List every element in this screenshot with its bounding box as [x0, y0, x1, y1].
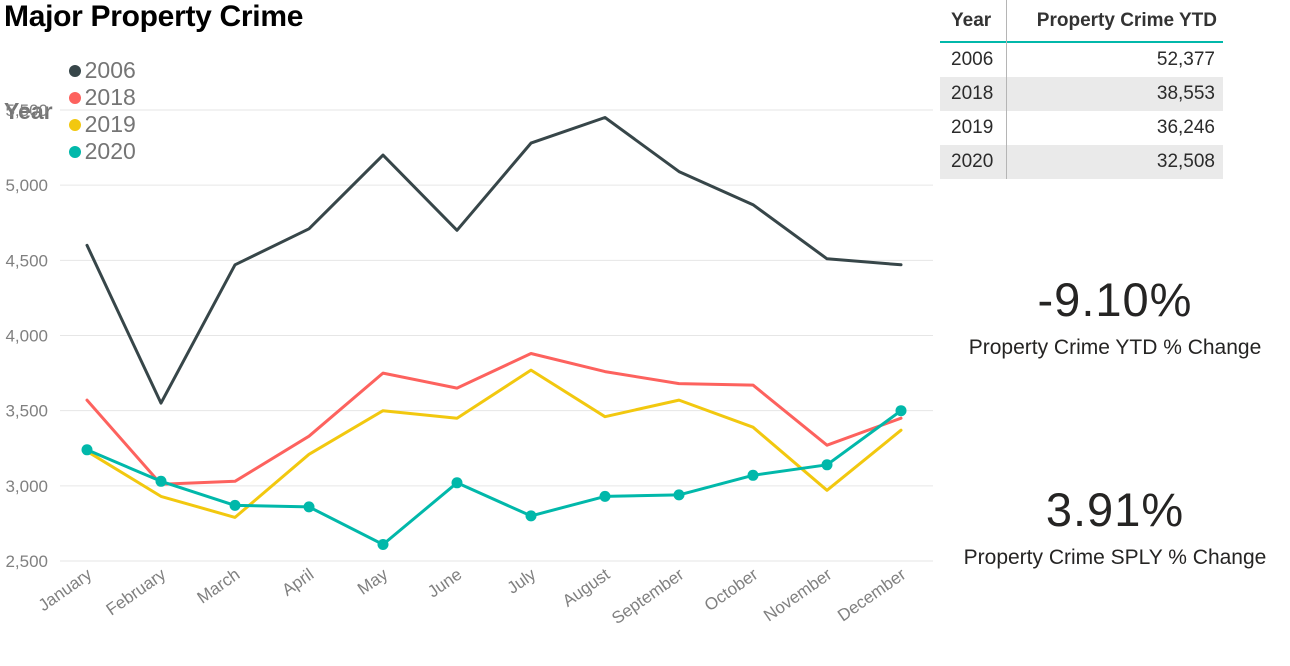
series-line-2006[interactable] — [85, 116, 903, 405]
x-axis-label-august: August — [559, 565, 613, 611]
y-axis-label: 3,500 — [5, 402, 48, 421]
x-axis-label-february: February — [103, 564, 170, 619]
x-axis-label-january: January — [35, 564, 96, 615]
legend-dot-2006 — [68, 64, 81, 77]
x-axis-label-april: April — [279, 565, 318, 600]
kpi-sply-change-label: Property Crime SPLY % Change — [963, 546, 1267, 569]
table-cell-ytd: 36,246 — [1156, 117, 1215, 138]
x-axis-label-may: May — [354, 564, 392, 598]
data-point-2020-december[interactable] — [895, 405, 907, 417]
x-axis-label-november: November — [760, 565, 835, 626]
table-header-row: Year Property Crime YTD — [940, 0, 1223, 41]
series-line-2019[interactable] — [85, 368, 903, 519]
series-line-2020[interactable] — [85, 409, 903, 546]
legend-items: 2006 2018 2019 2020 — [68, 57, 153, 165]
legend-label: 2019 — [84, 111, 136, 137]
data-point-2020-july[interactable] — [525, 510, 537, 522]
x-axis-label-september: September — [608, 565, 687, 628]
table-row-2018[interactable]: 2018 38,553 — [940, 77, 1223, 111]
legend-label: 2006 — [84, 57, 136, 83]
legend-dot-2020 — [68, 145, 81, 158]
chart-title: Major Property Crime — [4, 0, 304, 33]
x-axis-label-july: July — [504, 564, 540, 597]
data-point-2020-january[interactable] — [81, 444, 93, 456]
data-point-2020-march[interactable] — [229, 499, 241, 511]
kpi-ytd-change-value: -9.10% — [1037, 273, 1193, 326]
data-point-2020-august[interactable] — [599, 490, 611, 502]
table-body: 2006 52,377 2018 38,553 2019 36,246 2020 32,508 — [940, 43, 1223, 179]
legend-item-2018[interactable]: 2018 — [68, 84, 136, 111]
kpi-sply-change-value: 3.91% — [1045, 483, 1185, 536]
data-point-2020-february[interactable] — [155, 475, 167, 487]
table-cell-ytd: 32,508 — [1156, 151, 1215, 172]
legend-label: 2020 — [84, 138, 136, 164]
table-cell-ytd: 38,553 — [1156, 83, 1215, 104]
data-point-2020-april[interactable] — [303, 501, 315, 513]
legend-item-2006[interactable]: 2006 — [68, 57, 136, 84]
data-point-2020-november[interactable] — [821, 459, 833, 471]
table-row-2019[interactable]: 2019 36,246 — [940, 111, 1223, 145]
ytd-table: Year Property Crime YTD 2006 52,377 2018 38… — [940, 0, 1223, 180]
kpi-ytd-change: -9.10% Property Crime YTD % Change — [940, 276, 1290, 360]
data-point-2020-may[interactable] — [377, 539, 389, 550]
chart-legend: Year 2006 2018 2019 2020 — [4, 57, 153, 165]
table-row-2020[interactable]: 2020 32,508 — [940, 145, 1223, 179]
y-axis-label: 3,000 — [5, 477, 48, 496]
kpi-sply-change: 3.91% Property Crime SPLY % Change — [940, 486, 1290, 570]
legend-dot-2019 — [68, 118, 81, 131]
y-axis-label: 5,500 — [5, 101, 48, 120]
table-cell-ytd: 52,377 — [1156, 49, 1215, 70]
table-header-underline — [940, 41, 1223, 43]
legend-dot-2018 — [68, 91, 81, 104]
table-cell-year: 2020 — [951, 151, 994, 172]
series-line-2018[interactable] — [85, 352, 903, 486]
x-axis-label-june: June — [424, 565, 465, 602]
legend-title: Year — [4, 97, 53, 124]
x-axis-label-march: March — [194, 565, 244, 608]
data-point-2020-september[interactable] — [673, 489, 685, 501]
table-cell-year: 2006 — [951, 49, 994, 70]
table-header-year[interactable]: Year — [951, 9, 992, 31]
y-axis-label: 2,500 — [5, 552, 48, 571]
data-point-2020-june[interactable] — [451, 477, 463, 489]
table-cell-year: 2018 — [951, 83, 994, 104]
y-axis-label: 4,000 — [5, 327, 48, 346]
table-header-ytd[interactable]: Property Crime YTD — [1036, 9, 1217, 31]
legend-label: 2018 — [84, 84, 136, 110]
table-cell-year: 2019 — [951, 117, 994, 138]
data-point-2020-october[interactable] — [747, 469, 759, 481]
y-axis-label: 4,500 — [5, 251, 48, 270]
line-chart: 5,500 5,000 4,500 4,000 3,500 3,000 2,500Janua… — [5, 101, 933, 628]
kpi-ytd-change-label: Property Crime YTD % Change — [968, 336, 1262, 359]
y-axis-label: 5,000 — [5, 176, 48, 195]
legend-item-2019[interactable]: 2019 — [68, 111, 136, 138]
legend-item-2020[interactable]: 2020 — [68, 138, 136, 165]
x-axis-label-october: October — [701, 565, 762, 615]
table-row-2006[interactable]: 2006 52,377 — [940, 43, 1223, 77]
x-axis-label-december: December — [834, 565, 909, 626]
table-column-divider — [1006, 0, 1007, 179]
